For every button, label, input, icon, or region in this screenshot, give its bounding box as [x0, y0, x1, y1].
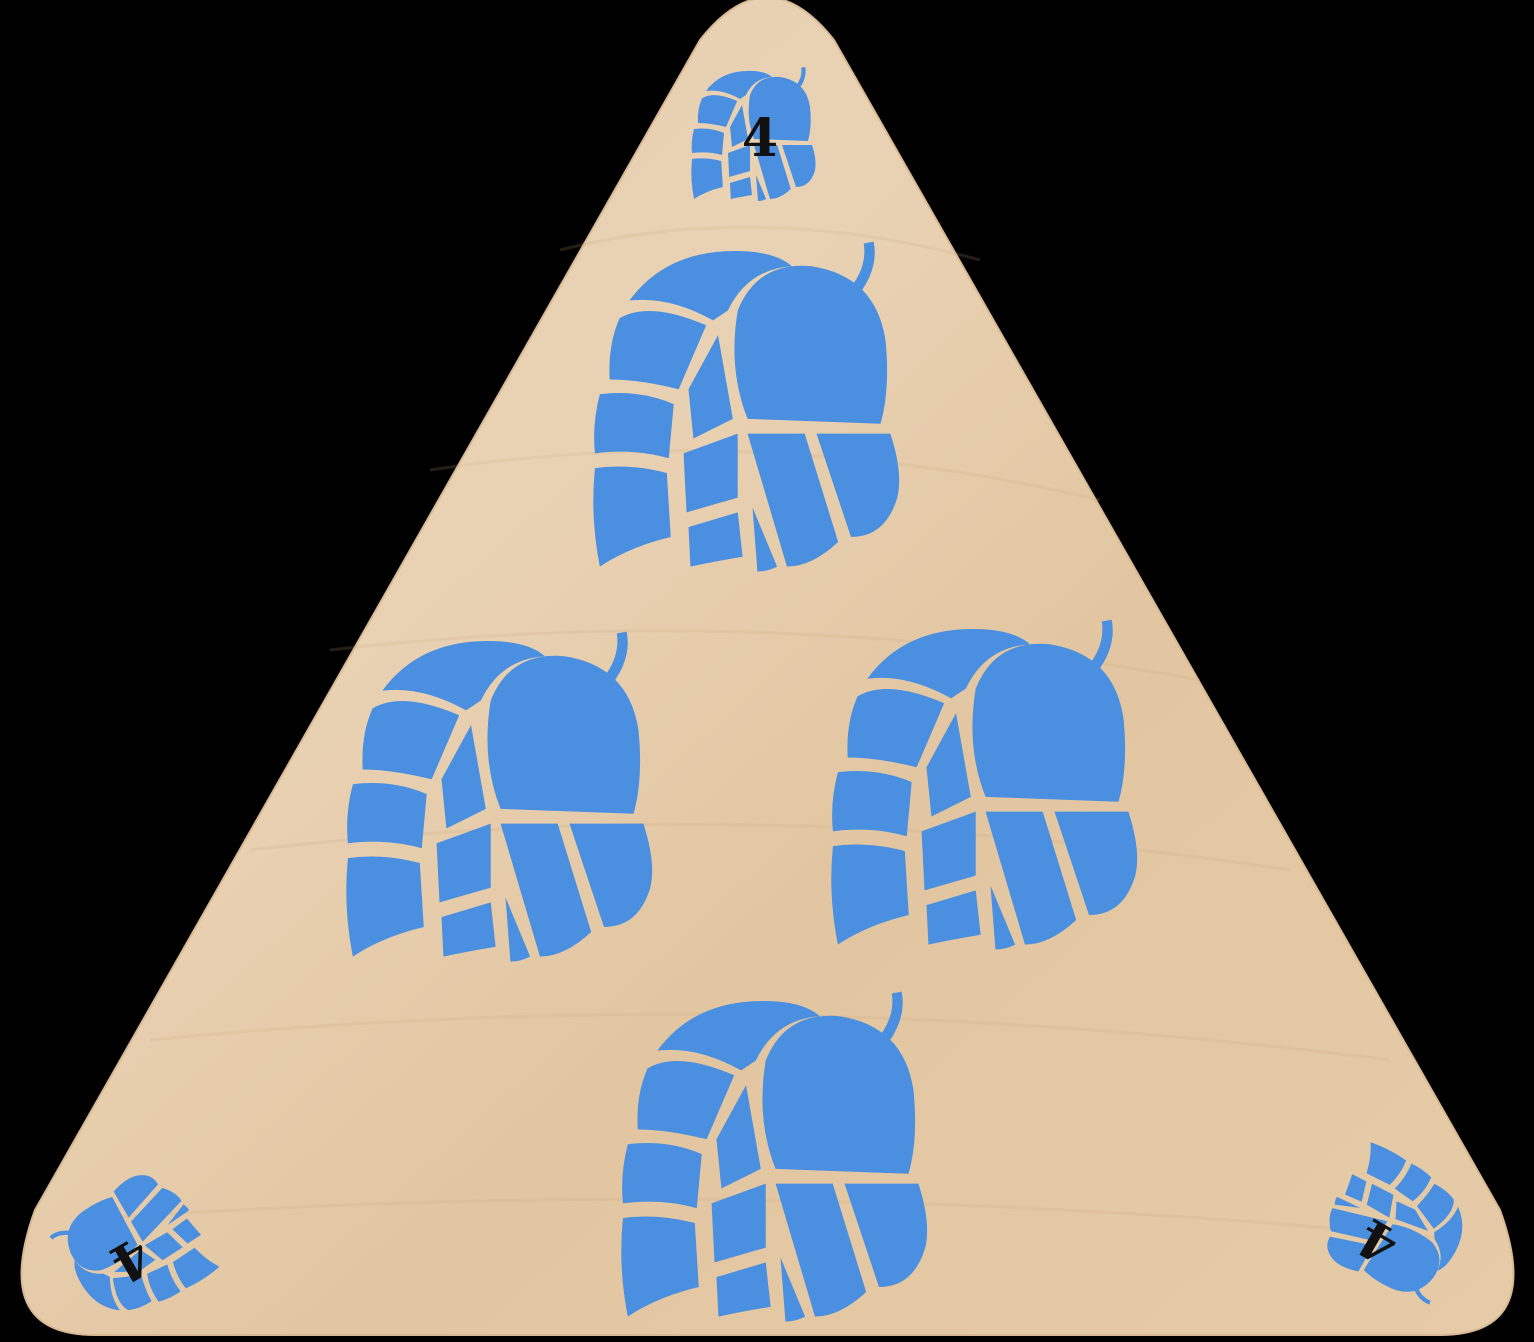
corner-value-top: 4 — [742, 108, 778, 169]
card-face — [20, 0, 1515, 1336]
